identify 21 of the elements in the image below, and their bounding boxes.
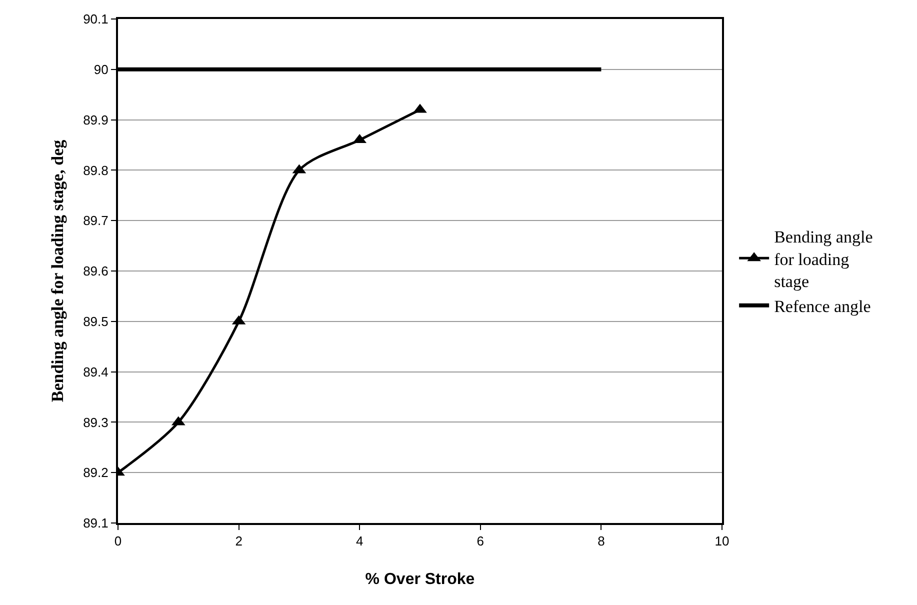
y-tick-label: 89.2 [83,465,108,480]
x-axis-title: % Over Stroke [365,570,475,588]
y-tick-label: 90 [94,62,108,77]
x-tick-label: 4 [356,534,364,549]
y-tick-label: 89.8 [83,162,108,178]
y-tick-label: 89.3 [83,414,108,430]
legend-label: Refence angle [774,296,871,316]
x-tick-label: 0 [114,534,122,549]
x-tick-label: 8 [598,534,605,549]
x-tick-label: 10 [714,534,730,549]
x-tick-label: 6 [476,534,484,549]
y-tick-label: 89.1 [83,516,108,531]
y-tick-label: 90.1 [83,12,108,27]
x-tick-label: 2 [235,534,242,549]
y-tick-label: 89.6 [83,264,108,279]
y-tick-label: 89.9 [83,112,108,128]
legend-label: Bending angle for loading stage [774,228,873,291]
y-tick-label: 89.7 [83,213,108,228]
y-tick-label: 89.5 [83,314,108,329]
y-tick-label: 89.4 [83,364,108,380]
y-axis-title: Bending angle for loading stage, deg [48,139,68,402]
